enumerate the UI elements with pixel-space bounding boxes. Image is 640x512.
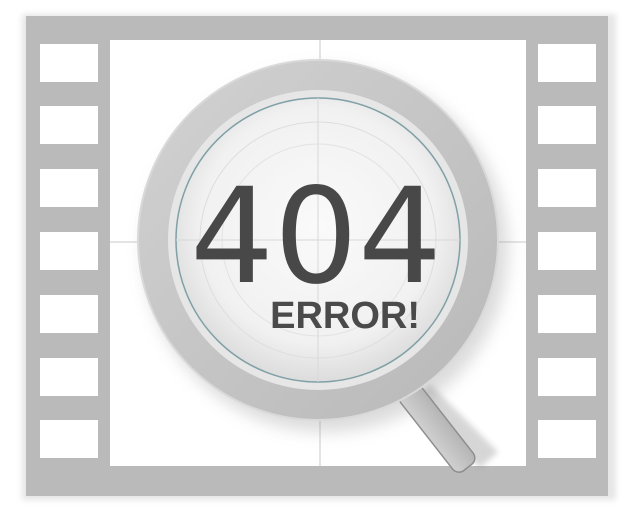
magnifying-glass-icon: 404 ERROR!	[137, 59, 508, 473]
film-right-perforations	[538, 44, 596, 458]
film-left-perforations	[40, 44, 98, 458]
error-label: ERROR!	[270, 295, 420, 337]
error-code: 404	[190, 160, 442, 314]
